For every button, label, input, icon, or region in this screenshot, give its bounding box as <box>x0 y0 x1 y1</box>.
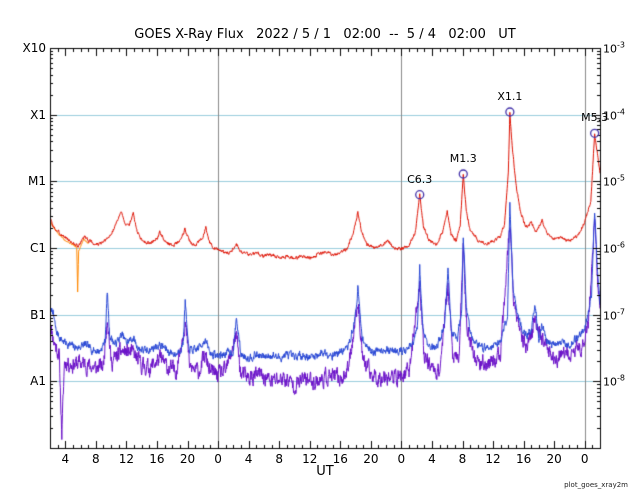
x-axis-label: UT <box>316 464 334 479</box>
plot-watermark: plot_goes_xray2m <box>564 481 628 489</box>
chart-title: GOES X-Ray Flux 2022 / 5 / 1 02:00 -- 5 … <box>134 27 516 42</box>
